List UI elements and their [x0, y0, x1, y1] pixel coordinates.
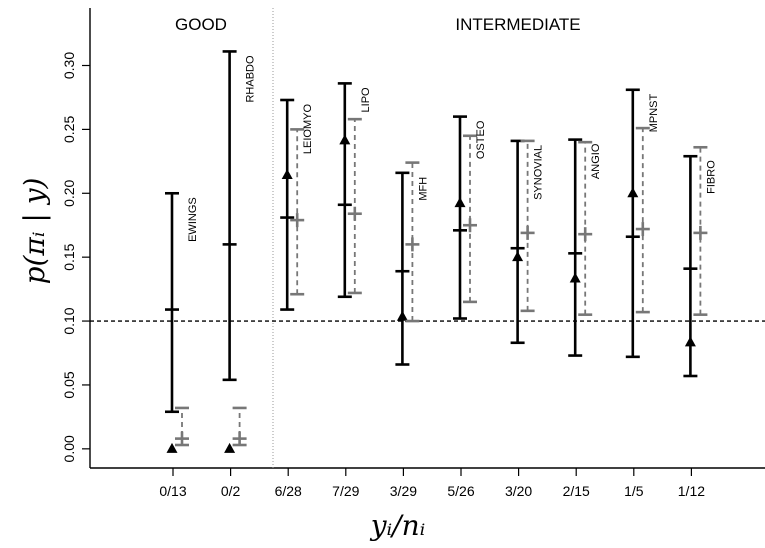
x-tick-label: 0/2 [221, 483, 241, 499]
x-tick-label: 3/29 [390, 483, 417, 499]
interval-solid [395, 171, 410, 366]
group-label-intermediate: INTERMEDIATE [455, 15, 580, 34]
interval-solid [337, 82, 352, 299]
interval-solid [510, 139, 525, 345]
interval-dashed [578, 140, 593, 316]
interval-dashed [290, 128, 305, 296]
y-tick-label: 0.25 [61, 116, 77, 143]
x-axis-title: yᵢ/nᵢ [369, 509, 426, 542]
interval-solid [625, 88, 640, 359]
sarcoma-name-label: LIPO [360, 87, 372, 113]
observed-rate-marker [396, 310, 408, 321]
interval-dashed [405, 161, 420, 323]
group-label-good: GOOD [175, 15, 227, 34]
sarcoma-name-label: MPNST [648, 93, 660, 132]
sarcoma-name-label: FIBRO [705, 160, 717, 194]
sarcoma-name-label: RHABDO [245, 55, 257, 103]
x-tick-label: 5/26 [447, 483, 474, 499]
x-tick-label: 1/12 [678, 483, 705, 499]
sarcoma-name-label: LEIOMYO [302, 104, 314, 155]
observed-rate-marker [569, 272, 581, 283]
x-tick-label: 0/13 [159, 483, 186, 499]
observed-rate-marker [627, 187, 639, 198]
observed-rate-marker [512, 251, 524, 262]
x-tick-label: 6/28 [275, 483, 302, 499]
y-tick-label: 0.30 [61, 52, 77, 79]
x-tick-label: 1/5 [624, 483, 644, 499]
interval-dashed [347, 117, 362, 295]
y-tick-label: 0.00 [61, 435, 77, 462]
x-tick-label: 7/29 [332, 483, 359, 499]
interval-solid [222, 50, 237, 382]
interval-dashed [232, 406, 247, 447]
interval-dashed [520, 139, 535, 313]
sarcoma-name-label: ANGIO [590, 143, 602, 179]
interval-solid [568, 138, 583, 357]
observed-rate-marker [224, 442, 236, 453]
y-axis-title: p(πᵢ | y) [18, 178, 51, 285]
series-layer [165, 50, 708, 453]
x-tick-label: 2/15 [563, 483, 590, 499]
sarcoma-name-label: OSTEO [475, 120, 487, 159]
interval-solid [453, 115, 467, 320]
sarcoma-name-label: EWINGS [187, 197, 199, 242]
observed-rate-marker [281, 169, 293, 180]
interval-dashed [463, 134, 477, 304]
sarcoma-name-label: SYNOVIAL [533, 145, 545, 200]
interval-dashed [175, 406, 189, 447]
y-tick-label: 0.15 [61, 243, 77, 270]
observed-rate-marker [454, 197, 466, 208]
sample-labels: EWINGS RHABDO LEIOMYO LIPO MFH OSTEO SYNOVIAL A… [187, 55, 717, 242]
interval-dashed [693, 145, 708, 316]
interval-solid [165, 191, 179, 414]
x-ticks: 0/13 0/2 6/28 7/29 3/29 5/26 3/20 2/15 1/5 1/12 [159, 468, 705, 499]
observed-rate-marker [339, 134, 351, 145]
interval-dashed [635, 126, 650, 314]
plot-frame [89, 8, 765, 469]
y-tick-label: 0.05 [61, 371, 77, 398]
observed-rate-marker [166, 442, 178, 453]
interval-solid [280, 98, 295, 311]
y-tick-label: 0.20 [61, 179, 77, 206]
y-ticks: 0.00 0.05 0.10 0.15 0.20 0.25 0.30 [61, 52, 90, 462]
sarcoma-name-label: MFH [417, 177, 429, 201]
y-tick-label: 0.10 [61, 307, 77, 334]
observed-rate-marker [684, 336, 696, 347]
x-tick-label: 3/20 [505, 483, 532, 499]
